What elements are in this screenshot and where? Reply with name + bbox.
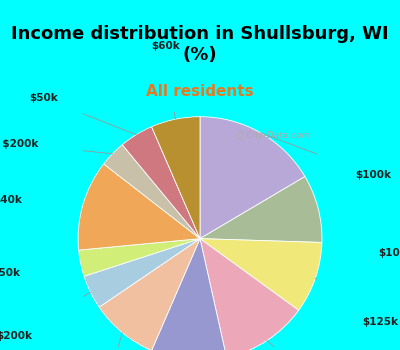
Wedge shape xyxy=(84,239,200,307)
Wedge shape xyxy=(200,176,322,243)
Text: All residents: All residents xyxy=(146,84,254,99)
Text: $100k: $100k xyxy=(355,170,391,180)
Wedge shape xyxy=(200,117,305,239)
Text: $50k: $50k xyxy=(30,93,58,103)
Text: $10k: $10k xyxy=(378,248,400,258)
Wedge shape xyxy=(79,239,200,276)
Text: $150k: $150k xyxy=(0,268,20,278)
Wedge shape xyxy=(78,164,200,250)
Wedge shape xyxy=(200,239,322,310)
Text: $40k: $40k xyxy=(0,195,22,205)
Wedge shape xyxy=(104,145,200,239)
Text: ⓘ City-Data.com: ⓘ City-Data.com xyxy=(238,131,310,140)
Text: $200k: $200k xyxy=(0,331,33,341)
Wedge shape xyxy=(152,117,200,239)
Text: > $200k: > $200k xyxy=(0,139,39,148)
Wedge shape xyxy=(152,239,227,350)
Wedge shape xyxy=(200,239,299,350)
Wedge shape xyxy=(99,239,200,350)
Text: $60k: $60k xyxy=(152,41,180,51)
Text: Income distribution in Shullsburg, WI
(%): Income distribution in Shullsburg, WI (%… xyxy=(11,26,389,64)
Text: $125k: $125k xyxy=(362,316,398,327)
Wedge shape xyxy=(122,127,200,239)
